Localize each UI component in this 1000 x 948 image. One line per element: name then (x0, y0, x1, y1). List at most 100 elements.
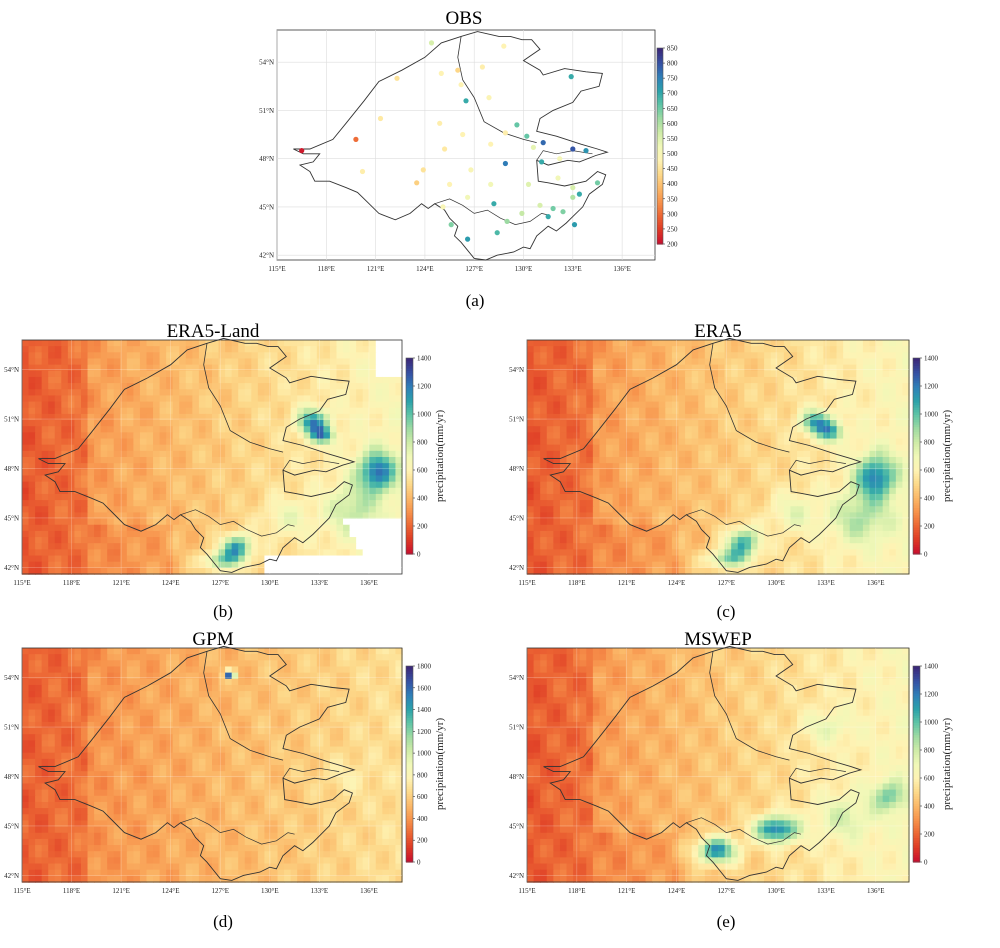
heatmap-cell (74, 413, 82, 421)
heatmap-cell (757, 389, 765, 397)
heatmap-cell (166, 518, 174, 526)
heatmap-cell (290, 648, 298, 655)
heatmap-cell (205, 413, 213, 421)
heatmap-cell (612, 450, 620, 458)
heatmap-cell (153, 438, 161, 446)
heatmap-cell (107, 370, 115, 378)
y-tick-label: 42°N (4, 564, 19, 572)
heatmap-cell (22, 389, 30, 397)
heatmap-cell (356, 487, 364, 495)
heatmap-cell (724, 432, 732, 440)
heatmap-cell (87, 401, 95, 409)
heatmap-cell (316, 487, 325, 495)
heatmap-cell (100, 438, 108, 446)
heatmap-cell (139, 389, 148, 397)
heatmap-cell (225, 475, 233, 483)
heatmap-cell (126, 352, 135, 360)
heatmap-cell (290, 475, 298, 483)
chart-obs: OBS 115°E 118°E 121°E 124°E 127°E 130°E 133°E 1… (259, 8, 696, 310)
heatmap-cell (592, 549, 601, 557)
heatmap-cell (28, 407, 36, 415)
heatmap-cell (192, 401, 200, 409)
heatmap-cell (100, 469, 108, 477)
x-tick-label: 115°E (518, 579, 535, 587)
heatmap-cell (829, 530, 838, 538)
heatmap-cell (54, 346, 63, 354)
heatmap-cell (619, 457, 627, 464)
heatmap-cell (35, 389, 43, 397)
heatmap-cell (718, 370, 726, 378)
colorbar-segment (406, 539, 413, 543)
heatmap-cell (297, 524, 305, 532)
heatmap-cell (823, 549, 831, 557)
heatmap-cell (22, 500, 30, 507)
heatmap-cell (553, 537, 561, 544)
heatmap-cell (849, 567, 858, 575)
heatmap-cell (698, 561, 706, 569)
heatmap-cell (527, 352, 535, 360)
heatmap-cell (823, 530, 831, 538)
heatmap-cell (816, 561, 825, 569)
heatmap-cell (843, 530, 851, 538)
heatmap-cell (205, 555, 213, 563)
heatmap-cell (902, 487, 910, 495)
heatmap-cell (592, 383, 601, 390)
heatmap-cell (632, 469, 640, 477)
y-tick-label: 54°N (4, 366, 19, 374)
chart-title-gpm: GPM (192, 629, 233, 650)
heatmap-cell (329, 346, 338, 354)
x-tick-label: 127°E (211, 579, 229, 587)
heatmap-cell (67, 481, 76, 489)
heatmap-cell (685, 358, 693, 366)
heatmap-cell (849, 438, 858, 446)
heatmap-cell (876, 370, 884, 378)
panel-era5-land: ERA5-Land 115°E 118°E 121°E 124°E 127°E 130°E… (0, 312, 465, 627)
heatmap-cell (225, 530, 233, 538)
heatmap-cell (579, 463, 587, 471)
heatmap-cell (533, 555, 541, 563)
heatmap-cell (212, 487, 220, 495)
heatmap-cell (876, 420, 884, 427)
heatmap-cell (836, 493, 844, 501)
heatmap-cell (678, 555, 686, 563)
heatmap-cell (704, 506, 713, 514)
heatmap-cell (179, 463, 187, 471)
heatmap-cell (264, 543, 272, 551)
heatmap-cell (388, 475, 397, 483)
heatmap-cell (836, 500, 844, 507)
heatmap-cell (665, 364, 673, 372)
heatmap-cell (153, 555, 161, 563)
colorbar-segment (657, 121, 663, 125)
colorbar-segment (913, 389, 920, 393)
heatmap-cell (120, 537, 128, 544)
heatmap-cell (540, 352, 548, 360)
heatmap-cell (665, 469, 673, 477)
heatmap-cell (546, 463, 555, 471)
heatmap-cell (632, 426, 640, 434)
heatmap-cell (231, 444, 239, 452)
heatmap-cell (876, 450, 884, 458)
heatmap-cell (67, 506, 76, 514)
heatmap-cell (803, 401, 811, 409)
heatmap-cell (153, 389, 161, 397)
heatmap-cell (770, 457, 778, 464)
heatmap-cell (559, 358, 568, 366)
heatmap-cell (270, 401, 279, 409)
heatmap-cell (573, 383, 581, 390)
heatmap-cell (87, 352, 95, 360)
heatmap-cell (264, 438, 272, 446)
heatmap-cell (566, 506, 574, 514)
heatmap-cell (658, 512, 667, 520)
heatmap-cell (388, 648, 397, 655)
heatmap-cell (632, 364, 640, 372)
heatmap-cell (290, 426, 298, 434)
heatmap-cell (80, 660, 89, 668)
heatmap-cell (205, 500, 213, 507)
heatmap-cell (212, 389, 220, 397)
heatmap-cell (750, 370, 759, 378)
heatmap-cell (264, 389, 272, 397)
heatmap-cell (803, 444, 811, 452)
heatmap-cell (876, 383, 884, 390)
heatmap-cell (645, 487, 653, 495)
colorbar-segment (913, 414, 920, 418)
